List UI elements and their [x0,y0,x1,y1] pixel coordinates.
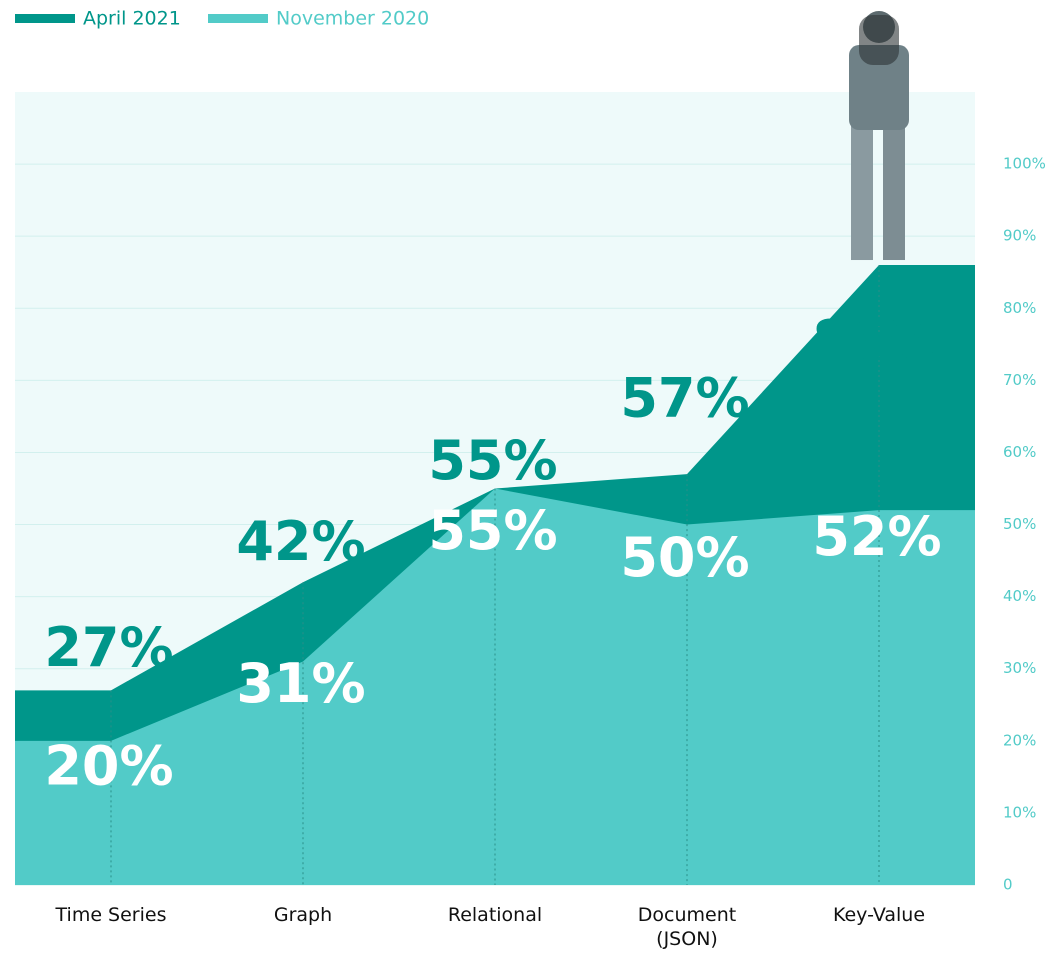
data-label: 42% [236,510,365,573]
legend-label: November 2020 [276,8,429,30]
chart-svg: 0 10% 20% 30% 40% 50% 60% 70% 80% 90% 100% 27% 42% 55… [0,0,1059,955]
y-tick-label: 90% [1003,227,1036,245]
x-tick-label: Time Series [46,903,176,927]
data-label: 20% [44,734,173,797]
data-label: 52% [812,505,941,568]
data-label: 57% [620,367,749,430]
chart: 0 10% 20% 30% 40% 50% 60% 70% 80% 90% 100% 27% 42% 55… [0,0,1059,955]
data-label: 31% [236,652,365,715]
x-tick-label: Relational [430,903,560,927]
y-tick-label: 60% [1003,443,1036,461]
y-tick-label: 30% [1003,659,1036,677]
legend-swatch [15,14,75,23]
y-tick-label: 50% [1003,515,1036,533]
figure-hair [859,15,899,65]
legend-swatch [208,14,268,23]
data-label: 55% [428,499,557,562]
legend-label: April 2021 [83,8,181,30]
data-label: 86% [812,309,941,372]
figure-leg [851,125,873,260]
y-tick-label: 20% [1003,731,1036,749]
y-tick-label: 70% [1003,371,1036,389]
y-tick-label: 0 [1003,876,1013,894]
data-label: 27% [44,616,173,679]
y-tick-label: 100% [1003,155,1046,173]
x-tick-label: Key-Value [814,903,944,927]
y-tick-label: 40% [1003,587,1036,605]
figure-leg [883,125,905,260]
x-tick-label: Document (JSON) [622,903,752,951]
y-tick-label: 10% [1003,803,1036,821]
data-label: 50% [620,526,749,589]
x-tick-label: Graph [238,903,368,927]
y-tick-label: 80% [1003,299,1036,317]
data-label: 55% [428,429,557,492]
